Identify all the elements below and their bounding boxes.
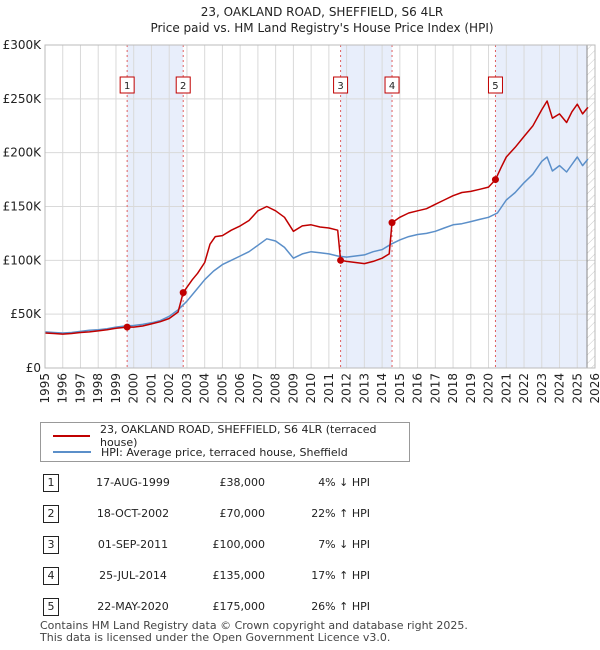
property-series-line bbox=[44, 100, 589, 335]
y-tick-label: £200K bbox=[3, 146, 43, 160]
legend-item-hpi: HPI: Average price, terraced house, Shef… bbox=[53, 444, 348, 460]
transaction-hpi-diff: 26% ↑ HPI bbox=[311, 600, 370, 613]
transaction-date: 01-SEP-2011 bbox=[97, 538, 169, 551]
x-tick-label: 2026 bbox=[588, 373, 600, 404]
x-tick-label: 2016 bbox=[411, 373, 425, 404]
sale-label-box bbox=[119, 76, 135, 94]
sale-label: 5 bbox=[492, 81, 498, 92]
transaction-number: 4 bbox=[43, 567, 59, 585]
x-tick-label: 2010 bbox=[304, 373, 318, 404]
sale-point bbox=[123, 323, 131, 331]
sale-label-box bbox=[487, 76, 503, 94]
x-tick-label: 2022 bbox=[517, 373, 531, 404]
transaction-price: £175,000 bbox=[212, 600, 266, 613]
x-tick-label: 2014 bbox=[375, 373, 389, 404]
x-tick-label: 2021 bbox=[499, 373, 513, 404]
plot-frame bbox=[44, 44, 596, 369]
table-row: 1 17-AUG-1999 £38,000 4% ↓ HPI bbox=[40, 474, 400, 492]
transaction-number: 2 bbox=[43, 505, 59, 523]
transaction-price: £38,000 bbox=[219, 476, 266, 489]
y-tick-label: £100K bbox=[3, 253, 43, 267]
transaction-number: 5 bbox=[43, 598, 59, 616]
transaction-hpi-diff: 4% ↓ HPI bbox=[318, 476, 370, 489]
sale-point bbox=[179, 289, 187, 297]
x-tick-label: 2008 bbox=[269, 373, 283, 404]
x-tick-label: 2015 bbox=[393, 373, 407, 404]
y-tick-label: £0 bbox=[26, 361, 41, 375]
footer: Contains HM Land Registry data © Crown c… bbox=[40, 620, 468, 644]
transaction-hpi-diff: 17% ↑ HPI bbox=[311, 569, 370, 582]
legend-label-property: 23, OAKLAND ROAD, SHEFFIELD, S6 4LR (ter… bbox=[99, 423, 377, 449]
chart-legend: 23, OAKLAND ROAD, SHEFFIELD, S6 4LR (ter… bbox=[40, 422, 410, 462]
table-row: 5 22-MAY-2020 £175,000 26% ↑ HPI bbox=[40, 598, 400, 616]
x-tick-label: 1997 bbox=[73, 373, 87, 404]
sale-label: 1 bbox=[124, 81, 130, 92]
transaction-date: 18-OCT-2002 bbox=[96, 507, 170, 520]
legend-label-hpi: HPI: Average price, terraced house, Shef… bbox=[101, 445, 348, 459]
y-tick-label: £300K bbox=[3, 38, 43, 52]
y-tick-label: £150K bbox=[3, 200, 43, 214]
transaction-hpi-diff: 7% ↓ HPI bbox=[318, 538, 370, 551]
transaction-hpi-diff: 22% ↑ HPI bbox=[311, 507, 370, 520]
sale-label-box bbox=[175, 76, 191, 94]
x-tick-label: 1999 bbox=[109, 373, 123, 404]
x-tick-label: 1995 bbox=[38, 373, 52, 404]
x-tick-label: 2007 bbox=[251, 373, 265, 404]
x-tick-label: 1996 bbox=[56, 373, 70, 404]
legend-swatch-property bbox=[53, 435, 90, 437]
legend-item-property: 23, OAKLAND ROAD, SHEFFIELD, S6 4LR (ter… bbox=[53, 423, 409, 449]
sale-label: 3 bbox=[337, 81, 343, 92]
transaction-number: 3 bbox=[43, 536, 59, 554]
sale-label-box bbox=[384, 76, 400, 94]
hpi-series-line bbox=[44, 156, 589, 334]
x-tick-label: 2009 bbox=[286, 373, 300, 404]
table-row: 2 18-OCT-2002 £70,000 22% ↑ HPI bbox=[40, 505, 400, 523]
transaction-date: 25-JUL-2014 bbox=[99, 569, 167, 582]
transaction-date: 22-MAY-2020 bbox=[97, 600, 169, 613]
x-tick-label: 2012 bbox=[340, 373, 354, 404]
y-tick-label: £50K bbox=[10, 307, 42, 321]
x-tick-label: 2006 bbox=[233, 373, 247, 404]
transaction-price: £70,000 bbox=[219, 507, 266, 520]
y-tick-label: £250K bbox=[3, 92, 43, 106]
x-tick-label: 2004 bbox=[198, 373, 212, 404]
sale-label-box bbox=[333, 76, 349, 94]
transaction-price: £135,000 bbox=[212, 569, 266, 582]
forecast-hatch bbox=[587, 45, 595, 368]
x-tick-label: 2024 bbox=[553, 373, 567, 404]
transaction-date: 17-AUG-1999 bbox=[96, 476, 170, 489]
x-tick-label: 2013 bbox=[357, 373, 371, 404]
x-tick-label: 2020 bbox=[482, 373, 496, 404]
chart-subtitle: Price paid vs. HM Land Registry's House … bbox=[150, 21, 493, 35]
sale-point bbox=[388, 219, 396, 227]
footer-license: This data is licensed under the Open Gov… bbox=[40, 631, 391, 644]
x-tick-label: 2002 bbox=[162, 373, 176, 404]
price-chart: 23, OAKLAND ROAD, SHEFFIELD, S6 4LR Pric… bbox=[3, 5, 600, 404]
table-row: 4 25-JUL-2014 £135,000 17% ↑ HPI bbox=[40, 567, 400, 585]
x-tick-label: 2005 bbox=[215, 373, 229, 404]
transaction-price: £100,000 bbox=[212, 538, 266, 551]
x-tick-label: 2000 bbox=[127, 373, 141, 404]
table-row: 3 01-SEP-2011 £100,000 7% ↓ HPI bbox=[40, 536, 400, 554]
x-tick-label: 1998 bbox=[91, 373, 105, 404]
x-tick-label: 2017 bbox=[428, 373, 442, 404]
sale-point bbox=[491, 176, 499, 184]
x-tick-label: 2019 bbox=[464, 373, 478, 404]
sale-label: 2 bbox=[180, 81, 186, 92]
footer-copyright: Contains HM Land Registry data © Crown c… bbox=[40, 619, 468, 632]
x-tick-label: 2003 bbox=[180, 373, 194, 404]
x-tick-label: 2018 bbox=[446, 373, 460, 404]
x-tick-label: 2001 bbox=[144, 373, 158, 404]
x-tick-label: 2023 bbox=[535, 373, 549, 404]
x-tick-label: 2011 bbox=[322, 373, 336, 404]
x-tick-label: 2025 bbox=[570, 373, 584, 404]
sale-label: 4 bbox=[389, 81, 395, 92]
transaction-number: 1 bbox=[43, 474, 59, 492]
legend-swatch-hpi bbox=[53, 451, 91, 453]
sale-point bbox=[337, 256, 345, 264]
chart-title: 23, OAKLAND ROAD, SHEFFIELD, S6 4LR bbox=[201, 5, 444, 19]
